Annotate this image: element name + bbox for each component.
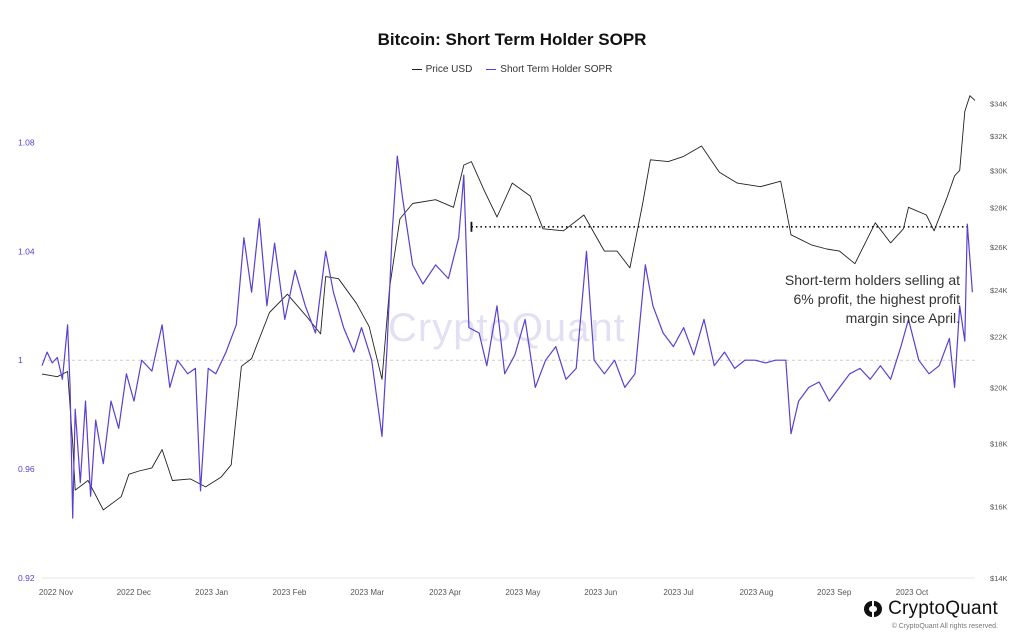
legend-item-price[interactable]: Price USD bbox=[411, 64, 473, 75]
x-tick-label: 2022 Dec bbox=[117, 588, 151, 597]
y-left-tick-label: 1.04 bbox=[18, 246, 35, 256]
y-left-tick-label: 0.96 bbox=[18, 464, 35, 474]
x-tick-label: 2023 Mar bbox=[350, 588, 384, 597]
brand-logo: CryptoQuant bbox=[863, 598, 998, 620]
x-tick-label: 2023 Jan bbox=[195, 588, 228, 597]
chart-legend: Price USD Short Term Holder SOPR bbox=[0, 64, 1024, 75]
y-right-tick-label: $26K bbox=[990, 243, 1008, 252]
y-right-tick-label: $30K bbox=[990, 166, 1008, 175]
price-series-line bbox=[41, 95, 976, 511]
brand-name: CryptoQuant bbox=[888, 598, 998, 619]
y-right-tick-label: $18K bbox=[990, 440, 1008, 449]
chart-annotation: Short-term holders selling at 6% profit,… bbox=[740, 271, 960, 328]
annotation-line: margin since April. bbox=[845, 310, 960, 326]
y-right-tick-label: $22K bbox=[990, 332, 1008, 341]
x-tick-label: 2023 Jun bbox=[584, 588, 617, 597]
y-right-tick-label: $28K bbox=[990, 203, 1008, 212]
legend-label-sopr: Short Term Holder SOPR bbox=[500, 64, 613, 75]
y-left-tick-label: 1.08 bbox=[18, 137, 35, 147]
y-right-tick-label: $20K bbox=[990, 383, 1008, 392]
watermark: CryptoQuant bbox=[388, 306, 626, 350]
x-tick-label: 2023 Jul bbox=[663, 588, 693, 597]
sopr-series-line bbox=[41, 155, 973, 519]
annotation-line: Short-term holders selling at bbox=[784, 272, 960, 288]
x-tick-label: 2023 May bbox=[505, 588, 540, 597]
y-right-tick-label: $14K bbox=[990, 574, 1008, 583]
x-tick-label: 2023 Feb bbox=[273, 588, 307, 597]
annotation-line: 6% profit, the highest profit bbox=[793, 291, 960, 307]
chart-title: Bitcoin: Short Term Holder SOPR bbox=[377, 30, 647, 49]
legend-swatch-price bbox=[411, 69, 422, 70]
x-tick-label: 2023 Apr bbox=[429, 588, 461, 597]
y-left-tick-label: 0.92 bbox=[18, 573, 35, 583]
copyright-text: © CryptoQuant All rights reserved. bbox=[891, 623, 998, 630]
y-left-tick-label: 1 bbox=[18, 355, 23, 365]
x-tick-label: 2022 Nov bbox=[39, 588, 73, 597]
x-tick-label: 2023 Sep bbox=[817, 588, 852, 597]
y-right-tick-label: $32K bbox=[990, 132, 1008, 141]
legend-item-sopr[interactable]: Short Term Holder SOPR bbox=[486, 64, 612, 75]
legend-swatch-sopr bbox=[486, 69, 497, 70]
y-right-tick-label: $16K bbox=[990, 503, 1008, 512]
cryptoquant-logo-icon bbox=[864, 601, 883, 617]
x-tick-label: 2023 Oct bbox=[896, 588, 929, 597]
x-tick-label: 2023 Aug bbox=[739, 588, 773, 597]
y-right-tick-label: $34K bbox=[990, 100, 1008, 109]
y-right-tick-label: $24K bbox=[990, 286, 1008, 295]
legend-label-price: Price USD bbox=[425, 64, 473, 75]
